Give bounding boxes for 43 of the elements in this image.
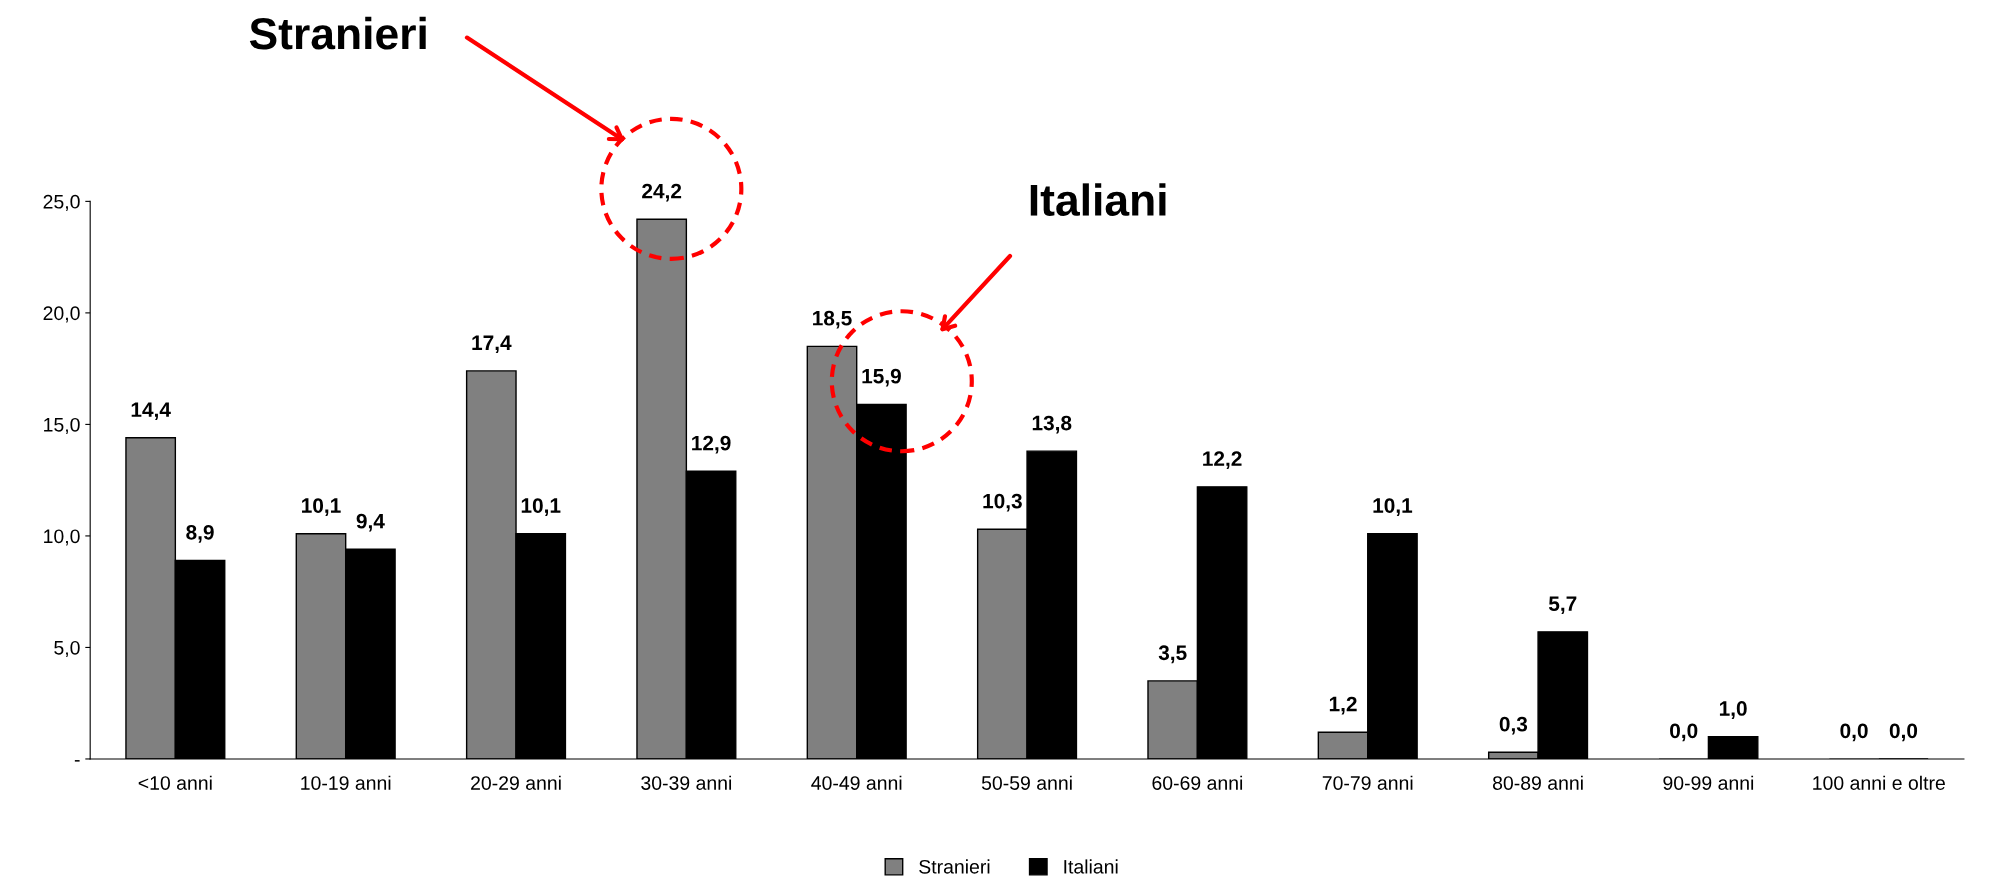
data-label: 10,1 [1373,498,1413,516]
y-tick-label: 5,0 [54,640,80,657]
x-tick-label: 60-69 anni [1152,775,1243,790]
data-label: 1,2 [1329,696,1357,715]
x-tick-label: 70-79 anni [1322,775,1413,790]
y-tick-label: 15,0 [44,417,80,434]
data-label: 12,2 [1203,451,1242,470]
data-label: 0,0 [1840,723,1868,742]
x-tick-label: 20-29 anni [471,775,561,790]
data-label: 5,7 [1548,596,1577,615]
data-label: 1,0 [1719,701,1747,719]
text: Stranieri [249,16,426,50]
data-label: 14,4 [131,402,171,421]
data-label: 13,8 [1032,415,1072,434]
data-label: 12,9 [692,435,731,454]
data-label: 3,5 [1158,645,1187,664]
data-label: 8,9 [186,524,214,543]
data-label: 0,0 [1889,723,1918,742]
x-tick-label: 40-49 anni [811,775,902,790]
x-tick-label: 100 anni e oltre [1813,775,1945,790]
y-tick-label: - [74,760,80,762]
x-tick-label: 10-19 anni [301,775,391,790]
data-label: 0,0 [1670,723,1698,742]
data-label: 10,1 [521,498,561,516]
data-label: 10,1 [302,498,341,516]
x-tick-label: 90-99 anni [1663,775,1754,790]
annotation: Italiani [1030,183,1166,216]
y-tick-label: 20,0 [43,306,80,323]
y-tick-label: 25,0 [43,194,80,211]
x-tick-label: 30-39 anni [641,775,732,790]
x-tick-label: 50-59 anni [981,775,1072,790]
data-label: 9,4 [356,513,385,532]
data-label: 0,3 [1499,716,1528,735]
y-tick-label: 10,0 [44,529,80,546]
x-tick-label: <10 anni [138,775,212,790]
data-label: 18,5 [813,310,852,329]
data-label: 24,2 [642,183,682,202]
x-tick-label: 80-89 anni [1492,775,1583,790]
legend-label: Stranieri [919,859,990,874]
data-label: 10,3 [983,493,1022,512]
data-label: 15,9 [862,368,901,387]
legend-label: Italiani [1064,859,1118,874]
data-label: 17,4 [472,335,512,354]
